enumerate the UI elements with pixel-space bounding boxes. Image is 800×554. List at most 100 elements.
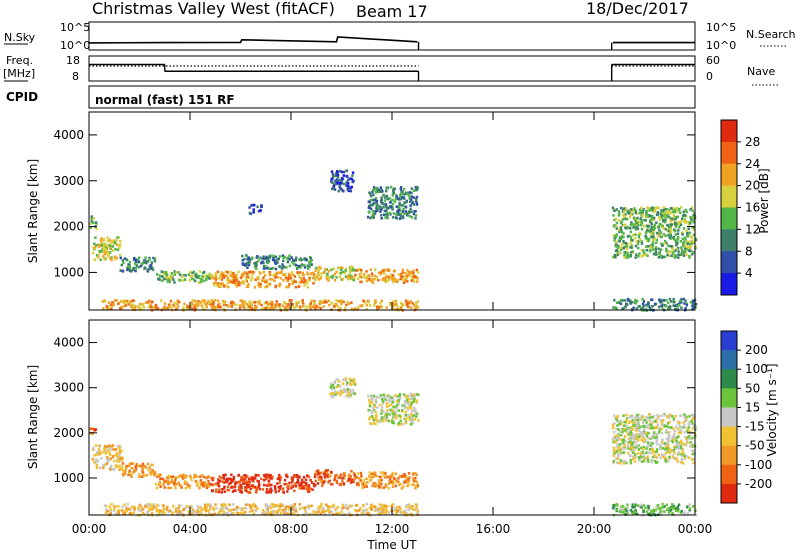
echo-cell xyxy=(410,210,414,213)
echo-cell xyxy=(663,456,666,460)
echo-cell xyxy=(233,485,237,489)
echo-cell xyxy=(343,472,346,475)
echo-cell xyxy=(655,213,659,216)
echo-cell xyxy=(211,276,214,279)
echo-cell xyxy=(398,414,401,417)
echo-cell xyxy=(385,405,389,408)
echo-cell xyxy=(668,250,672,253)
echo-cell xyxy=(686,231,689,235)
echo-cell xyxy=(671,217,674,221)
echo-cell xyxy=(129,300,133,304)
echo-cell xyxy=(677,435,680,438)
echo-cell xyxy=(202,481,205,485)
echo-cell xyxy=(208,277,211,280)
echo-cell xyxy=(415,203,419,206)
echo-cell xyxy=(119,457,122,461)
echo-cell xyxy=(621,307,624,310)
colorbar-tick-label: 24 xyxy=(745,157,760,171)
echo-cell xyxy=(380,478,383,482)
echo-cell xyxy=(661,438,664,441)
echo-cell xyxy=(380,299,383,303)
echo-cell xyxy=(633,208,636,212)
echo-cell xyxy=(231,277,235,281)
echo-cell xyxy=(163,277,166,281)
echo-cell xyxy=(681,442,684,445)
echo-cell xyxy=(391,512,394,516)
echo-cell xyxy=(391,485,395,488)
echo-cell xyxy=(400,212,403,216)
echo-cell xyxy=(392,398,395,401)
echo-cell xyxy=(156,307,160,310)
echo-cell xyxy=(216,481,220,484)
echo-cell xyxy=(256,255,259,258)
echo-cell xyxy=(637,240,640,243)
echo-cell xyxy=(115,239,118,242)
echo-cell xyxy=(624,305,627,309)
echo-cell xyxy=(674,249,677,252)
echo-cell xyxy=(393,299,396,303)
echo-cell xyxy=(333,381,337,385)
echo-cell xyxy=(91,457,94,461)
echo-cell xyxy=(206,509,209,512)
echo-cell xyxy=(623,241,626,244)
echo-cell xyxy=(270,267,273,270)
echo-cell xyxy=(310,481,314,484)
echo-cell xyxy=(391,302,395,305)
echo-cell xyxy=(252,504,255,507)
echo-cell xyxy=(682,426,685,429)
echo-cell xyxy=(173,301,176,305)
echo-cell xyxy=(654,460,657,463)
echo-cell xyxy=(327,481,330,484)
echo-cell xyxy=(631,506,634,509)
echo-cell xyxy=(130,505,133,509)
echo-cell xyxy=(386,197,389,201)
echo-cell xyxy=(692,226,696,229)
echo-cell xyxy=(199,278,203,281)
echo-cell xyxy=(647,460,650,463)
echo-cell xyxy=(691,209,694,213)
echo-cell xyxy=(350,269,354,272)
echo-cell xyxy=(399,507,402,511)
echo-cell xyxy=(116,444,119,448)
echo-cell xyxy=(642,415,645,419)
echo-cell xyxy=(669,223,672,226)
echo-cell xyxy=(394,508,397,512)
echo-cell xyxy=(680,414,683,417)
echo-cell xyxy=(181,477,185,480)
echo-cell xyxy=(275,300,278,303)
echo-cell xyxy=(290,299,293,302)
echo-cell xyxy=(634,219,637,222)
echo-cell xyxy=(226,507,229,510)
echo-cell xyxy=(637,444,640,447)
echo-cell xyxy=(410,396,414,399)
echo-cell xyxy=(403,275,406,278)
echo-cell xyxy=(250,204,253,207)
echo-cell xyxy=(237,280,240,284)
echo-cell xyxy=(410,275,413,279)
echo-cell xyxy=(626,432,629,435)
echo-cell xyxy=(256,479,259,483)
echo-cell xyxy=(669,225,672,228)
echo-cell xyxy=(130,462,133,465)
echo-cell xyxy=(198,506,201,509)
noise-right-tick-top: 10^5 xyxy=(706,21,736,34)
echo-cell xyxy=(116,452,120,456)
echo-cell xyxy=(329,474,332,478)
echo-cell xyxy=(180,512,183,516)
echo-cell xyxy=(266,305,269,308)
echo-cell xyxy=(298,503,301,506)
xtick-label: 12:00 xyxy=(375,522,410,536)
echo-cell xyxy=(333,272,337,276)
echo-cell xyxy=(120,467,124,470)
echo-cell xyxy=(624,429,627,432)
echo-cell xyxy=(369,203,372,207)
echo-cell xyxy=(404,474,407,478)
echo-cell xyxy=(332,175,335,178)
echo-cell xyxy=(639,453,643,457)
echo-cell xyxy=(121,509,124,512)
echo-cell xyxy=(328,276,331,279)
echo-cell xyxy=(615,428,618,431)
echo-cell xyxy=(287,487,290,490)
echo-cell xyxy=(367,206,371,209)
echo-cell xyxy=(254,278,257,281)
